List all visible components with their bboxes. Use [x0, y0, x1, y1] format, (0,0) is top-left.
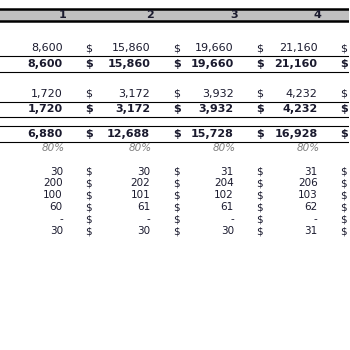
Text: 202: 202: [130, 178, 150, 188]
Text: $: $: [340, 178, 347, 188]
Text: $: $: [85, 190, 92, 200]
Text: 1,720: 1,720: [31, 89, 63, 99]
Text: $: $: [340, 226, 347, 236]
Text: $: $: [173, 226, 180, 236]
Text: 80%: 80%: [129, 144, 152, 153]
Text: $: $: [85, 43, 92, 53]
Text: 30: 30: [137, 226, 150, 236]
Text: $: $: [340, 104, 348, 114]
Text: $: $: [85, 202, 92, 212]
Text: 80%: 80%: [213, 144, 236, 153]
Text: 30: 30: [50, 167, 63, 176]
Text: 4,232: 4,232: [286, 89, 317, 99]
Text: $: $: [85, 167, 92, 176]
Text: 204: 204: [214, 178, 234, 188]
Text: 31: 31: [220, 167, 234, 176]
Text: 21,160: 21,160: [279, 43, 317, 53]
Text: $: $: [85, 178, 92, 188]
Text: $: $: [257, 178, 263, 188]
Text: $: $: [257, 214, 263, 224]
Text: 15,860: 15,860: [111, 43, 150, 53]
Text: 30: 30: [50, 226, 63, 236]
Text: $: $: [173, 43, 180, 53]
Text: 200: 200: [43, 178, 63, 188]
Text: $: $: [173, 178, 180, 188]
Text: $: $: [340, 43, 347, 53]
Text: 4,232: 4,232: [282, 104, 317, 114]
Text: 6,880: 6,880: [28, 129, 63, 139]
Text: 1,720: 1,720: [28, 104, 63, 114]
Text: $: $: [257, 202, 263, 212]
Text: $: $: [173, 214, 180, 224]
Text: $: $: [340, 59, 348, 69]
Text: 8,600: 8,600: [31, 43, 63, 53]
Text: $: $: [257, 59, 264, 69]
Text: 3,172: 3,172: [118, 89, 150, 99]
Text: 15,860: 15,860: [107, 59, 150, 69]
Text: $: $: [340, 190, 347, 200]
Text: 2: 2: [146, 10, 154, 20]
Text: $: $: [173, 202, 180, 212]
Text: $: $: [257, 89, 264, 99]
Text: $: $: [340, 214, 347, 224]
Text: 4: 4: [314, 10, 322, 20]
Text: 3,172: 3,172: [115, 104, 150, 114]
Text: 31: 31: [304, 226, 317, 236]
Text: $: $: [85, 59, 93, 69]
Text: 61: 61: [220, 202, 234, 212]
Text: $: $: [173, 59, 181, 69]
Text: 19,660: 19,660: [191, 59, 234, 69]
Text: 30: 30: [137, 167, 150, 176]
Text: 80%: 80%: [297, 144, 320, 153]
Text: -: -: [230, 214, 234, 224]
Text: 16,928: 16,928: [274, 129, 317, 139]
Text: $: $: [173, 129, 181, 139]
Text: $: $: [85, 214, 92, 224]
Text: 62: 62: [304, 202, 317, 212]
Text: $: $: [173, 89, 180, 99]
Text: -: -: [146, 214, 150, 224]
Text: 12,688: 12,688: [107, 129, 150, 139]
Text: $: $: [85, 226, 92, 236]
Bar: [0, 9, 349, 21]
Text: 80%: 80%: [42, 144, 65, 153]
Text: 206: 206: [298, 178, 317, 188]
Text: $: $: [257, 129, 264, 139]
Text: -: -: [314, 214, 317, 224]
Text: 101: 101: [130, 190, 150, 200]
Text: 31: 31: [304, 167, 317, 176]
Text: $: $: [85, 104, 93, 114]
Text: $: $: [340, 202, 347, 212]
Text: 30: 30: [221, 226, 234, 236]
Text: $: $: [257, 226, 263, 236]
Text: $: $: [257, 104, 264, 114]
Text: 103: 103: [298, 190, 317, 200]
Text: 3: 3: [230, 10, 238, 20]
Text: 3,932: 3,932: [199, 104, 234, 114]
Text: $: $: [173, 104, 181, 114]
Text: 8,600: 8,600: [28, 59, 63, 69]
Text: $: $: [173, 190, 180, 200]
Text: 60: 60: [50, 202, 63, 212]
Text: $: $: [340, 129, 348, 139]
Text: $: $: [257, 43, 264, 53]
Text: 61: 61: [137, 202, 150, 212]
Text: $: $: [85, 89, 92, 99]
Text: $: $: [257, 167, 263, 176]
Text: 1: 1: [59, 10, 67, 20]
Text: 19,660: 19,660: [195, 43, 234, 53]
Text: 21,160: 21,160: [275, 59, 317, 69]
Text: -: -: [59, 214, 63, 224]
Text: 15,728: 15,728: [191, 129, 234, 139]
Text: 102: 102: [214, 190, 234, 200]
Text: 100: 100: [43, 190, 63, 200]
Text: $: $: [85, 129, 93, 139]
Text: 3,932: 3,932: [202, 89, 234, 99]
Text: $: $: [257, 190, 263, 200]
Text: $: $: [340, 167, 347, 176]
Text: $: $: [340, 89, 347, 99]
Text: $: $: [173, 167, 180, 176]
